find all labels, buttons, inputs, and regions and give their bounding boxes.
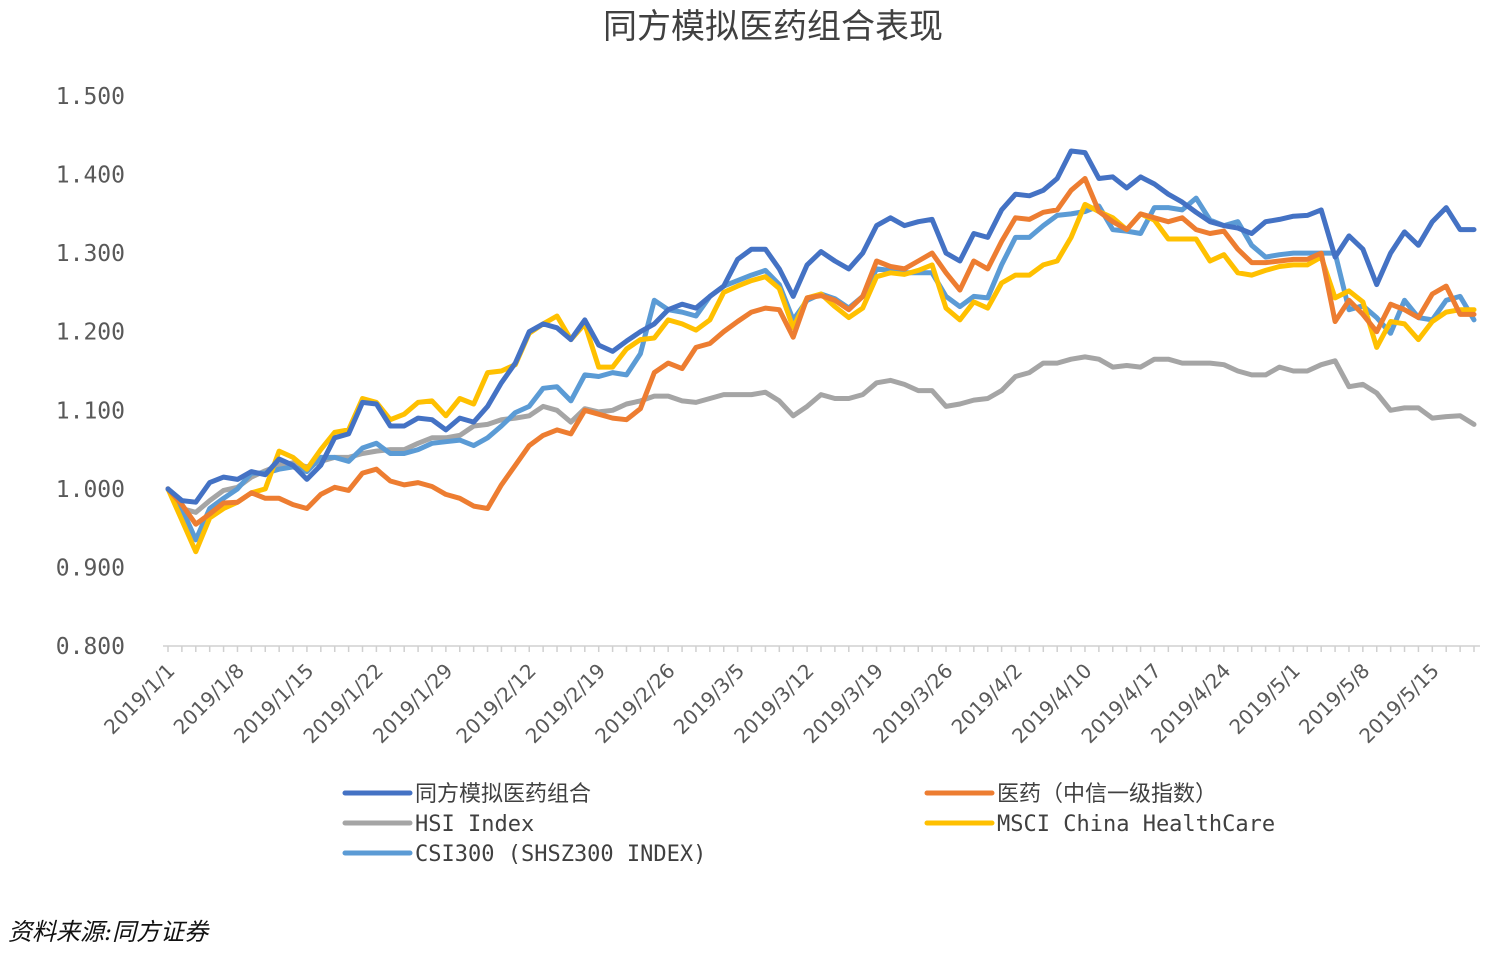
chart-title: 同方模拟医药组合表现 (603, 7, 943, 47)
legend-label: HSI Index (415, 812, 534, 837)
y-tick-label: 1.000 (56, 477, 125, 503)
legend-label: 医药（中信一级指数） (997, 782, 1217, 807)
x-tick-label: 2019/1/1 (99, 659, 179, 739)
y-tick-label: 1.500 (56, 84, 125, 110)
y-tick-label: 0.800 (56, 634, 125, 660)
series-lines (165, 148, 1477, 555)
series-line-1 (165, 176, 1477, 527)
x-axis-tick-marks (167, 646, 1475, 652)
y-tick-label: 1.100 (56, 398, 125, 424)
y-axis-ticks: 0.800 0.900 1.000 1.100 1.200 1.300 1.400 1.500 (56, 84, 125, 660)
x-axis-tick-labels: 2019/1/12019/1/82019/1/152019/1/222019/1… (99, 659, 1444, 748)
y-tick-label: 1.300 (56, 241, 125, 267)
x-tick-label: 2019/5/1 (1224, 659, 1304, 739)
legend-label: CSI300 (SHSZ300 INDEX) (415, 842, 706, 867)
y-tick-label: 1.400 (56, 163, 125, 189)
legend-label: 同方模拟医药组合 (415, 782, 591, 807)
legend: 同方模拟医药组合 医药（中信一级指数） HSI Index MSCI China He… (342, 782, 1275, 867)
source-note: 资料来源:同方证券 (8, 918, 210, 946)
series-line-0 (165, 148, 1477, 505)
legend-label: MSCI China HealthCare (997, 812, 1275, 837)
series-line-2 (165, 354, 1477, 515)
y-tick-label: 1.200 (56, 320, 125, 346)
y-tick-label: 0.900 (56, 555, 125, 581)
